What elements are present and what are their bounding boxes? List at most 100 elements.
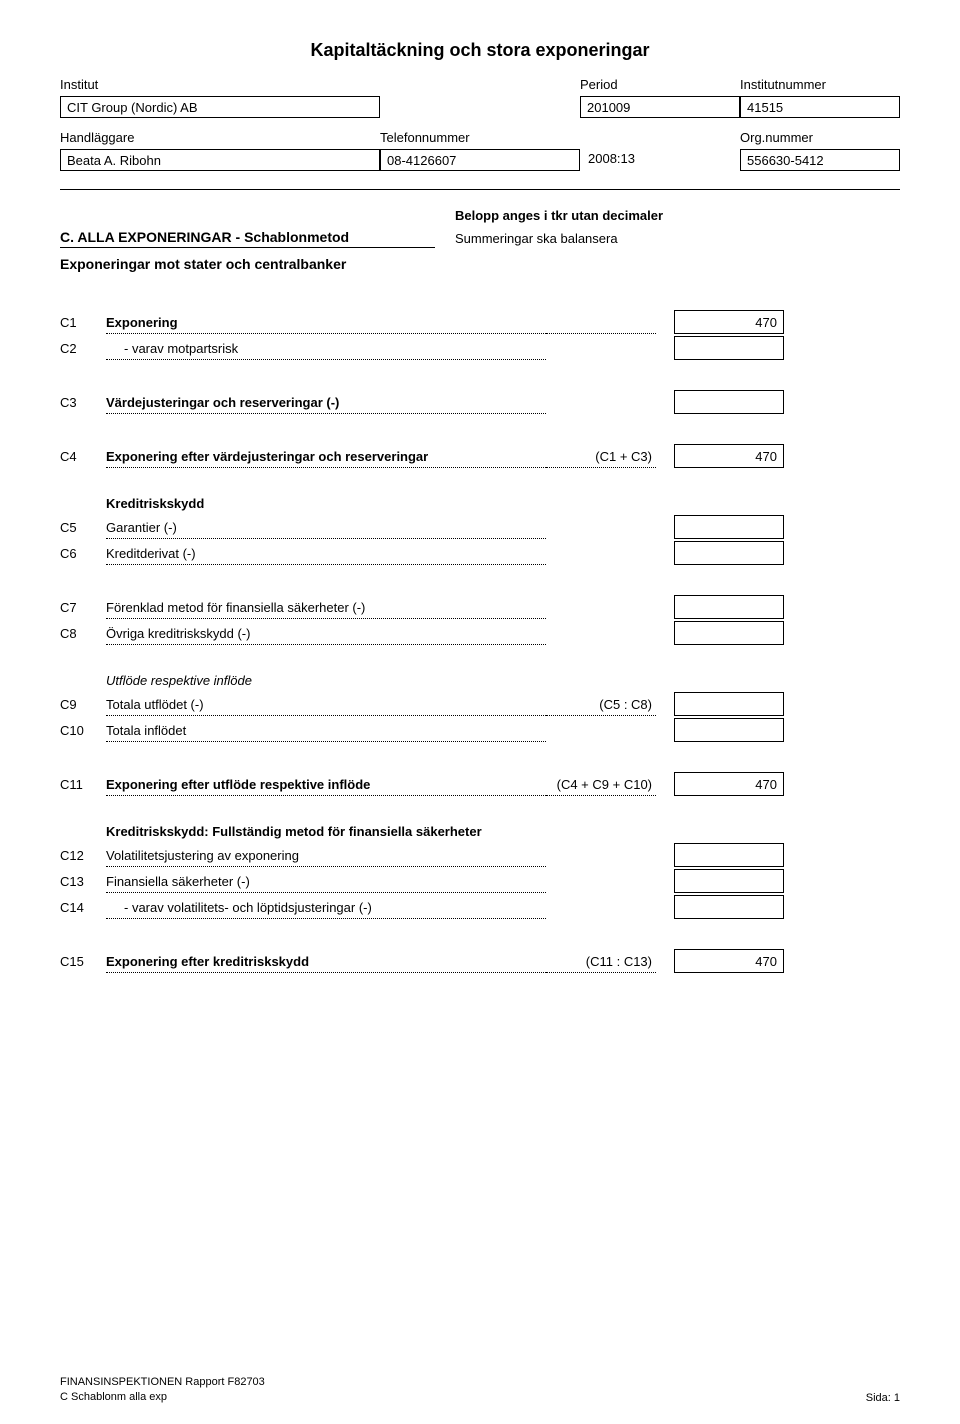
value: 470 [674, 444, 784, 468]
value [674, 718, 784, 742]
section-code: C. [60, 229, 74, 245]
spacer [60, 120, 900, 126]
value [674, 595, 784, 619]
group-utflode: Utflöde respektive inflöde [106, 673, 900, 688]
footer-page: Sida: 1 [866, 1392, 900, 1404]
header-grid: Institut Period Institutnummer CIT Group… [60, 75, 900, 171]
calc: (C1 + C3) [546, 445, 656, 468]
value [674, 869, 784, 893]
value [674, 541, 784, 565]
code: C4 [60, 449, 106, 468]
value: 470 [674, 772, 784, 796]
label-institut: Institut [60, 75, 380, 94]
footer-line2: C Schablonm alla exp [60, 1390, 265, 1404]
desc: Garantier (-) [106, 516, 546, 539]
code: C2 [60, 341, 106, 360]
value-institutnummer: 41515 [740, 96, 900, 118]
note-belopp: Belopp anges i tkr utan decimaler [455, 208, 900, 223]
footer-line1: FINANSINSPEKTIONEN Rapport F82703 [60, 1375, 265, 1389]
desc: Värdejusteringar och reserveringar (-) [106, 391, 546, 414]
label-institutnummer: Institutnummer [740, 75, 900, 94]
value [674, 895, 784, 919]
label-orgnummer: Org.nummer [740, 128, 900, 147]
group-fullstandig: Kreditriskskydd: Fullständig metod för f… [106, 824, 900, 839]
calc [546, 326, 656, 334]
calc [546, 407, 656, 414]
desc: - varav motpartsrisk [106, 337, 546, 360]
value: 470 [674, 949, 784, 973]
row-c13: C13 Finansiella säkerheter (-) [60, 867, 900, 893]
code: C1 [60, 315, 106, 334]
calc: (C4 + C9 + C10) [546, 773, 656, 796]
value [674, 390, 784, 414]
desc: Exponering [106, 311, 546, 334]
footer: FINANSINSPEKTIONEN Rapport F82703 C Scha… [60, 1375, 900, 1404]
desc: Volatilitetsjustering av exponering [106, 844, 546, 867]
desc: Förenklad metod för finansiella säkerhet… [106, 596, 546, 619]
calc: (C11 : C13) [546, 950, 656, 973]
calc [546, 353, 656, 360]
divider [60, 189, 900, 190]
value [674, 692, 784, 716]
value [674, 621, 784, 645]
desc: - varav volatilitets- och löptidsjusteri… [106, 896, 546, 919]
row-c1: C1 Exponering 470 [60, 308, 900, 334]
code: C12 [60, 848, 106, 867]
section-name: ALLA EXPONERINGAR - Schablonmetod [77, 229, 349, 245]
group-kreditriskskydd: Kreditriskskydd [106, 496, 900, 511]
desc: Exponering efter värdejusteringar och re… [106, 445, 546, 468]
value [674, 843, 784, 867]
label-period: Period [580, 75, 740, 94]
code: C7 [60, 600, 106, 619]
code: C5 [60, 520, 106, 539]
value-tidskod: 2008:13 [580, 149, 740, 171]
row-c9: C9 Totala utflödet (-) (C5 : C8) [60, 690, 900, 716]
desc: Totala inflödet [106, 719, 546, 742]
code: C3 [60, 395, 106, 414]
label-handlaggare: Handläggare [60, 128, 380, 147]
desc: Kreditderivat (-) [106, 542, 546, 565]
notes: Belopp anges i tkr utan decimaler C. ALL… [60, 208, 900, 272]
code: C15 [60, 954, 106, 973]
desc: Övriga kreditriskskydd (-) [106, 622, 546, 645]
row-c14: C14 - varav volatilitets- och löptidsjus… [60, 893, 900, 919]
row-c11: C11 Exponering efter utflöde respektive … [60, 770, 900, 796]
row-c2: C2 - varav motpartsrisk [60, 334, 900, 360]
value-telefon: 08-4126607 [380, 149, 580, 171]
page-title: Kapitaltäckning och stora exponeringar [60, 40, 900, 61]
spacer [580, 128, 740, 147]
section-title: C. ALLA EXPONERINGAR - Schablonmetod [60, 229, 435, 248]
value [674, 336, 784, 360]
label-telefon: Telefonnummer [380, 128, 580, 147]
value-handlaggare: Beata A. Ribohn [60, 149, 380, 171]
value-institut: CIT Group (Nordic) AB [60, 96, 380, 118]
code: C14 [60, 900, 106, 919]
row-c7: C7 Förenklad metod för finansiella säker… [60, 593, 900, 619]
row-c4: C4 Exponering efter värdejusteringar och… [60, 442, 900, 468]
row-c12: C12 Volatilitetsjustering av exponering [60, 841, 900, 867]
code: C11 [60, 777, 106, 796]
row-c3: C3 Värdejusteringar och reserveringar (-… [60, 388, 900, 414]
calc: (C5 : C8) [546, 693, 656, 716]
row-c6: C6 Kreditderivat (-) [60, 539, 900, 565]
desc: Finansiella säkerheter (-) [106, 870, 546, 893]
desc: Exponering efter utflöde respektive infl… [106, 773, 546, 796]
value: 470 [674, 310, 784, 334]
code: C6 [60, 546, 106, 565]
row-c10: C10 Totala inflödet [60, 716, 900, 742]
desc: Totala utflödet (-) [106, 693, 546, 716]
row-c8: C8 Övriga kreditriskskydd (-) [60, 619, 900, 645]
row-c5: C5 Garantier (-) [60, 513, 900, 539]
spacer [380, 96, 580, 118]
code: C8 [60, 626, 106, 645]
code: C10 [60, 723, 106, 742]
value [674, 515, 784, 539]
note-summeringar: Summeringar ska balansera [455, 231, 618, 248]
value-orgnummer: 556630-5412 [740, 149, 900, 171]
spacer [380, 75, 580, 94]
code: C13 [60, 874, 106, 893]
row-c15: C15 Exponering efter kreditriskskydd (C1… [60, 947, 900, 973]
desc: Exponering efter kreditriskskydd [106, 950, 546, 973]
section-subtitle: Exponeringar mot stater och centralbanke… [60, 256, 900, 272]
code: C9 [60, 697, 106, 716]
